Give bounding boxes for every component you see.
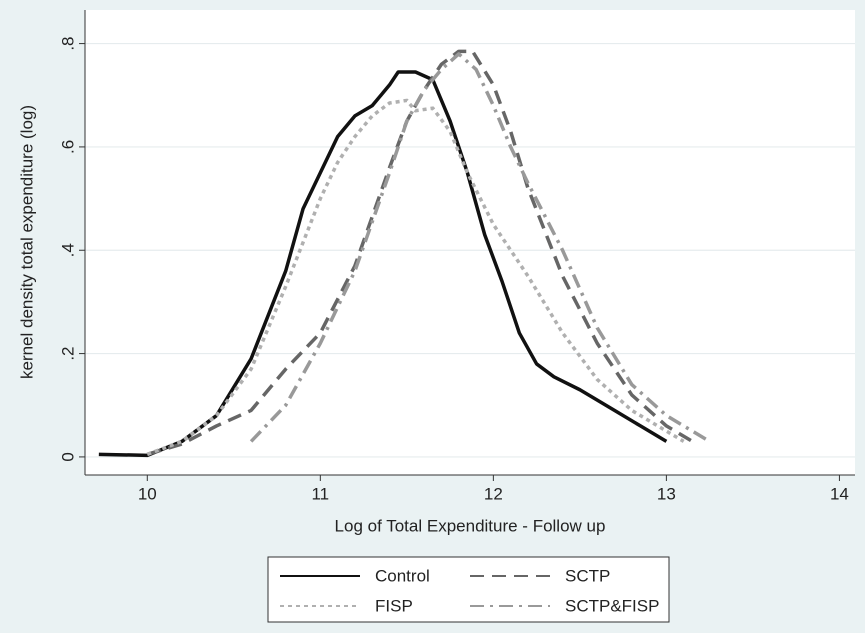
legend-label: FISP <box>375 596 413 615</box>
x-tick-label: 12 <box>484 484 503 503</box>
legend-label: Control <box>375 566 430 585</box>
legend <box>267 556 670 623</box>
series-line <box>146 49 694 457</box>
x-axis-title: Log of Total Expenditure - Follow up <box>335 516 606 535</box>
y-tick-label: .8 <box>58 36 77 50</box>
plot-area <box>85 10 855 475</box>
x-tick-label: 10 <box>138 484 157 503</box>
legend-label: SCTP&FISP <box>565 596 659 615</box>
y-tick-label: .2 <box>58 346 77 360</box>
x-tick-label: 13 <box>657 484 676 503</box>
x-tick-label: 14 <box>830 484 849 503</box>
x-tick-label: 11 <box>311 484 329 503</box>
legend-label: SCTP <box>565 566 610 585</box>
y-tick-label: 0 <box>58 452 77 461</box>
series-line <box>98 70 668 458</box>
y-tick-label: .6 <box>58 140 77 154</box>
series-line <box>249 52 711 443</box>
y-axis-title: kernel density total expenditure (log) <box>17 105 36 379</box>
y-tick-label: .4 <box>58 243 77 257</box>
series-line <box>146 98 685 456</box>
